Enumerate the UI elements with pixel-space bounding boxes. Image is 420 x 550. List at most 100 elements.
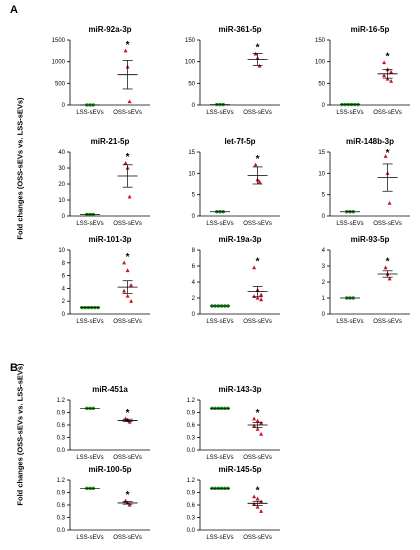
chart-mir-148b-3p: miR-148b-3p 0 5 10 15 LSS-sEVs OSS-sEVs *	[318, 137, 410, 227]
significance-star: *	[256, 408, 260, 419]
y-tick-label: 100	[185, 60, 196, 66]
x-category-label: LSS-sEVs	[336, 319, 363, 325]
y-tick-label: 1.2	[57, 478, 66, 484]
chart-mir-92a-3p: miR-92a-3p 0 500 1000 1500 LSS-sEVs OSS-sEVs *	[52, 25, 150, 116]
y-tick-label: 100	[315, 60, 326, 66]
y-tick-label: 0.0	[187, 528, 196, 534]
oss-point	[122, 288, 127, 293]
oss-point	[389, 69, 394, 74]
oss-point	[382, 60, 387, 65]
significance-star: *	[386, 148, 390, 159]
y-tick-label: 0	[322, 312, 326, 318]
chart-title: miR-21-5p	[91, 137, 130, 146]
x-category-label: OSS-sEVs	[113, 319, 142, 325]
oss-point	[252, 494, 257, 499]
oss-point	[259, 297, 264, 302]
y-tick-label: 3	[322, 264, 326, 270]
chart-title: miR-16-5p	[351, 25, 390, 34]
significance-star: *	[126, 490, 130, 501]
y-tick-label: 6	[62, 274, 66, 280]
y-tick-label: 2	[62, 299, 66, 305]
y-tick-label: 10	[58, 248, 65, 254]
x-category-label: LSS-sEVs	[206, 535, 233, 541]
chart-mir-361-5p: miR-361-5p 0 50 100 150 LSS-sEVs OSS-sEVs *	[185, 25, 280, 116]
y-tick-label: 0	[322, 214, 326, 220]
x-category-label: OSS-sEVs	[113, 221, 142, 227]
chart-mir-145-5p: miR-145-5p 0.0 0.3 0.6 0.9 1.2 LSS-sEVs OSS-sEV…	[187, 465, 280, 541]
y-tick-label: 150	[315, 38, 326, 44]
oss-point	[387, 276, 392, 281]
oss-point	[125, 293, 130, 298]
significance-star: *	[256, 257, 260, 268]
oss-point	[255, 426, 260, 431]
y-tick-label: 0	[62, 103, 66, 109]
y-tick-label: 0.6	[187, 423, 196, 429]
x-category-label: OSS-sEVs	[373, 319, 402, 325]
y-tick-label: 0.9	[57, 411, 66, 417]
x-category-label: LSS-sEVs	[336, 110, 363, 116]
y-tick-label: 0.0	[187, 448, 196, 454]
x-category-label: LSS-sEVs	[76, 535, 103, 541]
oss-point	[127, 502, 132, 507]
oss-point	[259, 431, 264, 436]
y-tick-label: 8	[192, 248, 196, 254]
chart-mir-143-3p: miR-143-3p 0.0 0.3 0.6 0.9 1.2 LSS-sEVs OSS-sEV…	[187, 385, 280, 461]
oss-point	[122, 260, 127, 265]
oss-point	[259, 509, 264, 513]
y-tick-label: 0.6	[187, 503, 196, 509]
x-category-label: LSS-sEVs	[206, 221, 233, 227]
oss-point	[123, 48, 128, 53]
x-category-label: LSS-sEVs	[336, 221, 363, 227]
oss-point	[385, 76, 390, 81]
y-tick-label: 0.6	[57, 503, 66, 509]
significance-star: *	[386, 52, 390, 63]
x-category-label: LSS-sEVs	[76, 319, 103, 325]
x-category-label: OSS-sEVs	[243, 535, 272, 541]
y-tick-label: 1000	[52, 60, 66, 66]
oss-point	[125, 268, 130, 273]
y-tick-label: 1	[322, 296, 326, 302]
oss-point	[129, 299, 134, 303]
y-tick-label: 15	[318, 150, 325, 156]
chart-mir-16-5p: miR-16-5p 0 50 100 150 LSS-sEVs OSS-sEVs *	[315, 25, 410, 116]
significance-star: *	[256, 42, 260, 53]
oss-point	[389, 78, 394, 83]
x-category-label: LSS-sEVs	[206, 319, 233, 325]
y-tick-label: 0	[192, 103, 196, 109]
chart-title: miR-451a	[92, 385, 128, 394]
y-tick-label: 50	[318, 81, 325, 87]
chart-title: miR-361-5p	[218, 25, 261, 34]
y-tick-label: 40	[58, 150, 65, 156]
x-category-label: OSS-sEVs	[373, 110, 402, 116]
y-tick-label: 0.9	[57, 491, 66, 497]
significance-star: *	[256, 154, 260, 165]
y-tick-label: 50	[188, 81, 195, 87]
chart-title: miR-101-3p	[88, 235, 131, 244]
significance-star: *	[126, 408, 130, 419]
oss-point	[252, 294, 257, 298]
significance-star: *	[126, 152, 130, 163]
y-tick-label: 500	[55, 81, 66, 87]
chart-title: let-7f-5p	[224, 137, 255, 146]
y-tick-label: 0	[62, 214, 66, 220]
y-tick-label: 1.2	[187, 398, 196, 404]
oss-point	[387, 201, 392, 205]
chart-title: miR-143-3p	[218, 385, 261, 394]
oss-point	[255, 496, 260, 501]
y-tick-label: 0.3	[187, 436, 196, 442]
chart-mir-100-5p: miR-100-5p 0.0 0.3 0.6 0.9 1.2 LSS-sEVs OSS-sEV…	[57, 465, 150, 541]
y-tick-label: 10	[188, 171, 195, 177]
oss-point	[129, 283, 134, 287]
chart-mir-451a: miR-451a 0.0 0.3 0.6 0.9 1.2 LSS-sEVs OSS-sEVs *	[57, 385, 150, 461]
chart-title: miR-148b-3p	[346, 137, 394, 146]
chart-title: miR-92a-3p	[88, 25, 131, 34]
chart-mir-93-5p: miR-93-5p 0 1 2 3 4 LSS-sEVs OSS-sEVs *	[322, 235, 410, 325]
x-category-label: LSS-sEVs	[76, 455, 103, 461]
panel-a-label: A	[10, 4, 18, 16]
oss-point	[255, 418, 260, 423]
y-tick-label: 2	[192, 296, 196, 302]
chart-title: miR-145-5p	[218, 465, 261, 474]
oss-point	[252, 501, 257, 506]
y-tick-label: 0.3	[57, 516, 66, 522]
